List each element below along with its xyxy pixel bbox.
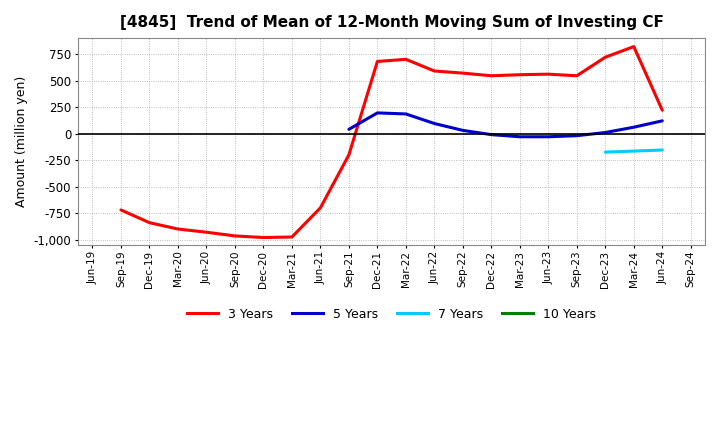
Y-axis label: Amount (million yen): Amount (million yen) (15, 76, 28, 207)
Legend: 3 Years, 5 Years, 7 Years, 10 Years: 3 Years, 5 Years, 7 Years, 10 Years (182, 303, 601, 326)
Title: [4845]  Trend of Mean of 12-Month Moving Sum of Investing CF: [4845] Trend of Mean of 12-Month Moving … (120, 15, 664, 30)
